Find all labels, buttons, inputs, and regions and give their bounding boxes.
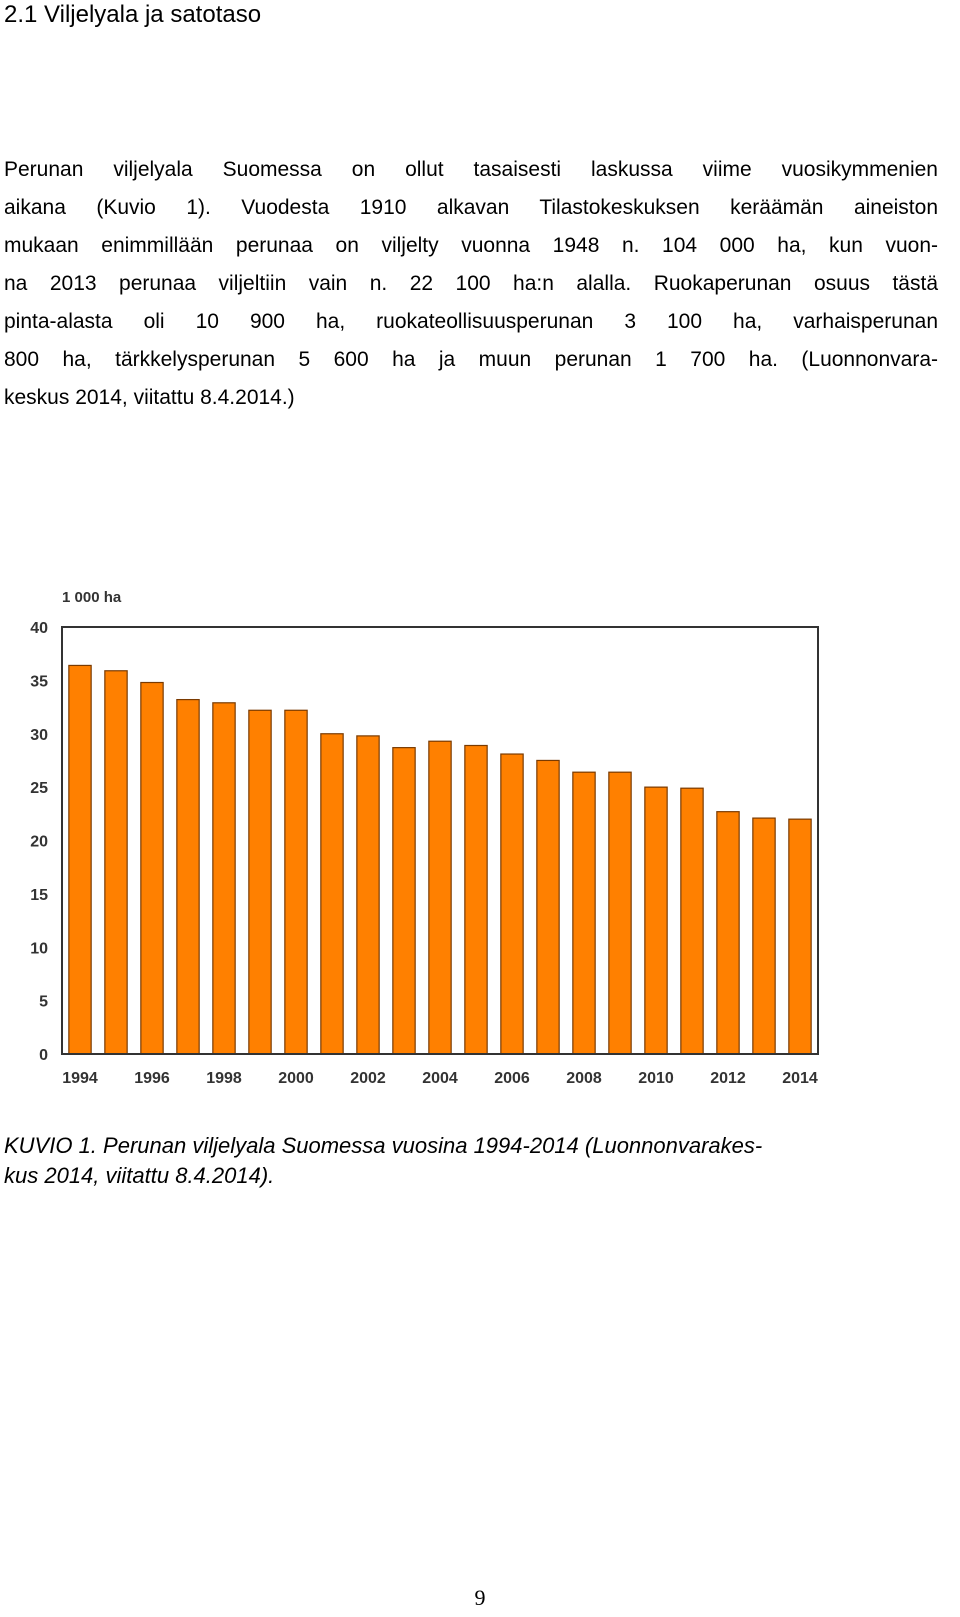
y-tick-label: 30 (30, 727, 48, 744)
bar-2003 (392, 747, 416, 1055)
y-tick-label: 5 (39, 994, 48, 1011)
body-paragraph: Perunan viljelyala Suomessa on ollut tas… (4, 151, 938, 417)
x-tick-label: 2008 (566, 1070, 602, 1087)
y-tick-label: 40 (30, 620, 48, 637)
x-tick-label: 2006 (494, 1070, 530, 1087)
bar-2010 (644, 786, 668, 1055)
figure-caption: KUVIO 1. Perunan viljelyala Suomessa vuo… (4, 1131, 762, 1191)
y-tick-label: 25 (30, 780, 48, 797)
x-tick-label: 2010 (638, 1070, 674, 1087)
bar-1994 (68, 664, 92, 1055)
y-unit-label: 1 000 ha (62, 589, 122, 606)
x-axis: 1994 1996 1998 2000 2002 2004 2006 2008 2010 2012… (62, 1070, 818, 1087)
bars-group (68, 664, 812, 1055)
bar-2014 (788, 818, 812, 1055)
x-tick-label: 2004 (422, 1070, 458, 1087)
bar-2008 (572, 771, 596, 1055)
x-tick-label: 2014 (782, 1070, 818, 1087)
bar-2009 (608, 771, 632, 1055)
x-tick-label: 1998 (206, 1070, 242, 1087)
x-tick-label: 2000 (278, 1070, 314, 1087)
bar-2002 (356, 735, 380, 1055)
bar-2004 (428, 740, 452, 1055)
bar-2001 (320, 733, 344, 1055)
potato-area-bar-chart: 1 000 ha 0 5 10 15 20 25 30 35 40 1994 1996 1998 20… (30, 589, 819, 1087)
bar-1996 (140, 681, 164, 1055)
plot-frame (61, 626, 819, 1055)
bar-2013 (752, 817, 776, 1055)
y-tick-label: 35 (30, 673, 48, 690)
caption-line: kus 2014, viitattu 8.4.2014). (4, 1163, 275, 1188)
paragraph-line: mukaan enimmillään perunaa on viljelty v… (4, 234, 938, 257)
bar-1998 (212, 702, 236, 1055)
paragraph-line: Perunan viljelyala Suomessa on ollut tas… (4, 158, 938, 181)
bar-2007 (536, 759, 560, 1055)
section-heading: 2.1 Viljelyala ja satotaso (4, 1, 262, 28)
x-tick-label: 1994 (62, 1070, 98, 1087)
bar-2011 (680, 787, 704, 1055)
bar-2006 (500, 753, 524, 1055)
y-axis: 0 5 10 15 20 25 30 35 40 (30, 620, 48, 1064)
caption-line: KUVIO 1. Perunan viljelyala Suomessa vuo… (4, 1133, 763, 1158)
bar-1997 (176, 698, 200, 1055)
bar-2012 (716, 811, 740, 1055)
x-tick-label: 1996 (134, 1070, 170, 1087)
paragraph-line: keskus 2014, viitattu 8.4.2014.) (4, 386, 295, 409)
y-tick-label: 0 (39, 1047, 48, 1064)
paragraph-line: aikana (Kuvio 1). Vuodesta 1910 alkavan … (4, 196, 938, 219)
y-tick-label: 15 (30, 887, 48, 904)
paragraph-line: pinta-alasta oli 10 900 ha, ruokateollis… (4, 310, 938, 333)
paragraph-line: 800 ha, tärkkelysperunan 5 600 ha ja muu… (4, 348, 938, 371)
x-tick-label: 2012 (710, 1070, 746, 1087)
page-number: 9 (474, 1585, 486, 1610)
bar-1995 (104, 670, 128, 1055)
y-tick-label: 10 (30, 940, 48, 957)
bar-1999 (248, 709, 272, 1055)
y-tick-label: 20 (30, 834, 48, 851)
paragraph-line: na 2013 perunaa viljeltiin vain n. 22 10… (4, 272, 938, 295)
bar-2000 (284, 709, 308, 1055)
bar-2005 (464, 744, 488, 1055)
x-tick-label: 2002 (350, 1070, 386, 1087)
